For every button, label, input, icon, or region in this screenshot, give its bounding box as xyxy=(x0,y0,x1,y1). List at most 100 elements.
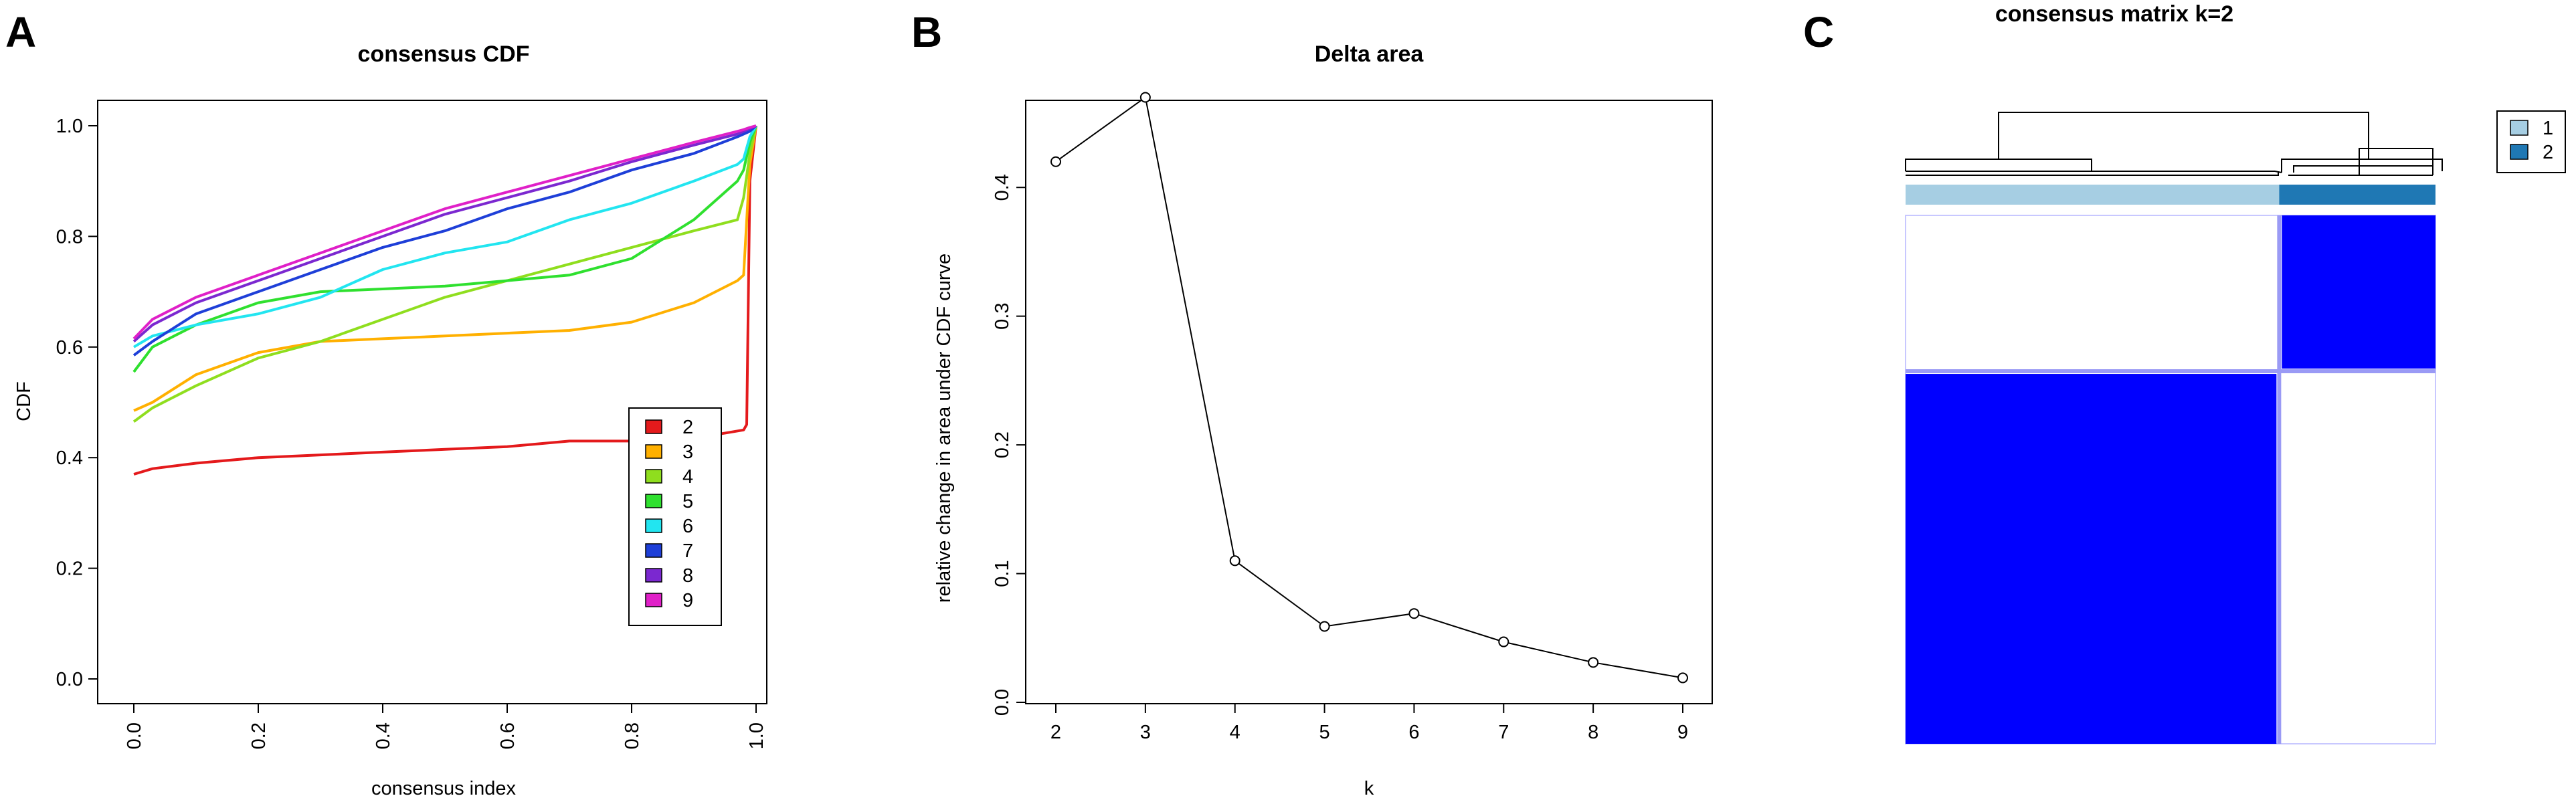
panel-b-y-axis: 0.0 0.1 0.2 0.3 0.4 xyxy=(992,174,1026,716)
delta-area-point xyxy=(1588,657,1599,668)
delta-area-point xyxy=(1677,672,1688,684)
b-ytick-label: 0.4 xyxy=(992,174,1013,201)
a-xtick-label: 0.0 xyxy=(124,722,145,749)
b-ytick-label: 0.0 xyxy=(992,689,1013,716)
dendrogram-branch xyxy=(2293,165,2433,173)
dendrogram-branch xyxy=(2359,148,2433,175)
a-ytick-label: 1.0 xyxy=(56,116,83,137)
panel-b: B Delta area 0.0 0.1 0.2 0.3 0.4 2 3 4 5 6 7 8 9 re… xyxy=(911,8,1713,799)
legend-swatch-9 xyxy=(645,593,662,607)
a-xtick-label: 1.0 xyxy=(746,722,767,749)
panel-c-legend-box xyxy=(2496,110,2566,173)
panel-a: A consensus CDF 0.00.20.40.60.81.0 0.0 0.… xyxy=(5,8,767,799)
cluster-bar-1 xyxy=(1906,185,2280,205)
panel-a-title: consensus CDF xyxy=(358,41,530,67)
panel-c-title: consensus matrix k=2 xyxy=(1995,1,2233,27)
panel-letter-c: C xyxy=(1803,8,1834,56)
b-xtick-label: 5 xyxy=(1319,722,1330,743)
cdf-line-8 xyxy=(132,124,757,342)
panel-b-series xyxy=(1050,92,1688,684)
cluster-bar-2 xyxy=(2279,185,2435,205)
b-xtick-label: 4 xyxy=(1230,722,1240,743)
b-xtick-label: 8 xyxy=(1588,722,1598,743)
legend-label-4: 4 xyxy=(682,466,693,488)
a-ytick-label: 0.8 xyxy=(56,226,83,247)
a-ytick-label: 0.2 xyxy=(56,559,83,580)
panel-a-y-axis: 0.0 0.2 0.4 0.6 0.8 1.0 xyxy=(56,116,98,690)
delta-area-point xyxy=(1139,92,1151,103)
dendrogram-branch xyxy=(1998,112,2369,159)
panel-c-legend: 12 xyxy=(2496,110,2566,173)
a-xtick-label: 0.2 xyxy=(248,722,270,749)
panel-b-plot-box xyxy=(1025,100,1713,704)
cdf-line-4 xyxy=(132,125,757,423)
legend-swatch-5 xyxy=(645,494,662,508)
delta-area-point xyxy=(1408,608,1420,619)
cdf-line-6 xyxy=(132,125,757,348)
legend-swatch-cluster-2 xyxy=(2510,144,2528,160)
cdf-line-2 xyxy=(133,125,757,476)
delta-area-point xyxy=(1050,156,1061,167)
dendrogram-branch xyxy=(2281,159,2443,173)
legend-label-cluster-1: 1 xyxy=(2543,118,2553,139)
legend-swatch-4 xyxy=(645,469,662,484)
panel-c-cluster-bar xyxy=(1906,185,2435,205)
legend-label-8: 8 xyxy=(682,565,693,587)
a-ytick-label: 0.6 xyxy=(56,337,83,359)
panel-b-title: Delta area xyxy=(1315,41,1424,67)
delta-area-point xyxy=(1229,555,1240,567)
b-xtick-label: 7 xyxy=(1498,722,1509,743)
legend-label-5: 5 xyxy=(682,491,693,512)
panel-a-x-axis: 0.0 0.2 0.4 0.6 0.8 1.0 xyxy=(124,704,767,749)
a-xtick-label: 0.4 xyxy=(373,722,394,749)
b-xtick-label: 6 xyxy=(1408,722,1419,743)
a-xtick-label: 0.8 xyxy=(622,722,643,749)
a-ytick-label: 0.0 xyxy=(56,669,83,690)
b-xtick-label: 9 xyxy=(1677,722,1688,743)
panel-a-plot-box xyxy=(97,100,767,704)
cdf-line-5 xyxy=(132,125,757,373)
cdf-line-3 xyxy=(133,125,757,412)
legend-label-7: 7 xyxy=(682,540,693,562)
legend-label-cluster-2: 2 xyxy=(2543,142,2553,163)
dendrogram-branch xyxy=(1905,159,2092,171)
panel-letter-b: B xyxy=(911,8,942,56)
heatmap-block-cluster-1 xyxy=(1906,374,2277,744)
delta-area-line xyxy=(1055,96,1683,679)
legend-swatch-3 xyxy=(645,444,662,459)
panel-a-y-label: CDF xyxy=(13,381,35,421)
panel-c-heatmap xyxy=(1905,215,2436,744)
b-xtick-label: 2 xyxy=(1050,722,1061,743)
legend-swatch-8 xyxy=(645,568,662,583)
b-ytick-label: 0.1 xyxy=(992,560,1013,587)
legend-swatch-cluster-1 xyxy=(2510,120,2528,136)
legend-label-2: 2 xyxy=(682,417,693,438)
panel-b-x-axis: 2 3 4 5 6 7 8 9 xyxy=(1050,704,1688,743)
panel-a-x-label: consensus index xyxy=(371,778,517,799)
heatmap-block-cluster-2 xyxy=(2282,215,2435,369)
panel-a-legend-box xyxy=(628,407,722,626)
panel-a-legend: 2 3 4 5 6 7 8 9 xyxy=(628,407,722,626)
legend-swatch-6 xyxy=(645,518,662,533)
legend-label-3: 3 xyxy=(682,441,693,463)
dendrogram-branch xyxy=(1906,171,2279,176)
legend-label-6: 6 xyxy=(682,516,693,537)
panel-c-dendrogram xyxy=(1905,112,2443,176)
panel-letter-a: A xyxy=(5,8,36,56)
panel-b-x-label: k xyxy=(1364,778,1374,799)
legend-swatch-2 xyxy=(645,419,662,434)
legend-label-9: 9 xyxy=(682,590,693,611)
panel-c: C consensus matrix k=2 12 xyxy=(1803,1,2566,744)
a-ytick-label: 0.4 xyxy=(56,447,83,469)
panel-b-y-label: relative change in area under CDF curve xyxy=(933,254,955,603)
delta-area-point xyxy=(1498,636,1509,647)
delta-area-point xyxy=(1319,621,1330,632)
cdf-line-7 xyxy=(132,124,757,357)
b-ytick-label: 0.3 xyxy=(992,303,1013,330)
legend-swatch-7 xyxy=(645,543,662,558)
b-xtick-label: 3 xyxy=(1140,722,1151,743)
a-xtick-label: 0.6 xyxy=(497,722,519,749)
panel-a-series xyxy=(132,124,757,476)
b-ytick-label: 0.2 xyxy=(992,431,1013,458)
cdf-line-9 xyxy=(132,124,757,340)
